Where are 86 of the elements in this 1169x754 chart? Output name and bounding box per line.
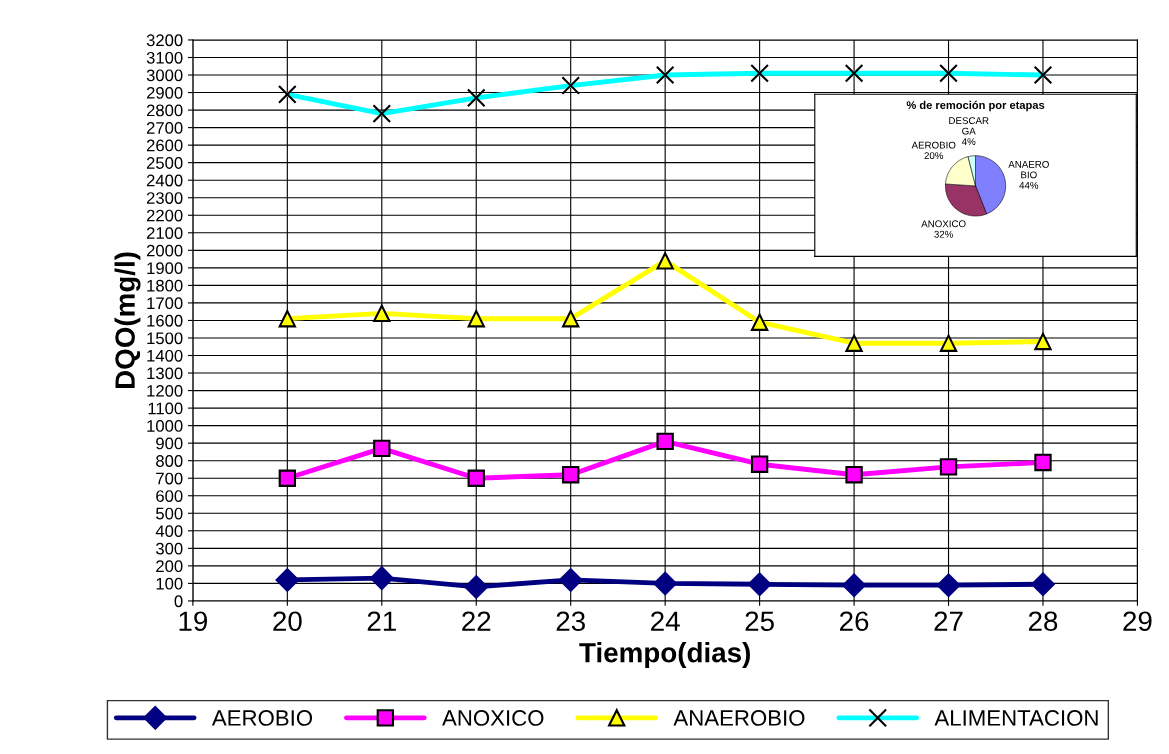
point — [373, 304, 391, 323]
y-tick-label: 2200 — [146, 209, 183, 222]
point — [467, 310, 485, 328]
point — [464, 575, 489, 599]
y-tick-label: 1200 — [147, 384, 183, 397]
slice-label: AEROBIO — [911, 141, 956, 149]
y-tick-label: 600 — [156, 490, 183, 502]
y-tick-label: 2000 — [146, 244, 183, 257]
y-tick-label: 2800 — [146, 104, 183, 117]
x-tick-label: 21 — [367, 611, 396, 631]
point — [1034, 453, 1052, 472]
y-tick-label: 2900 — [146, 86, 183, 99]
y-tick-label: 500 — [156, 507, 183, 520]
point — [562, 310, 580, 328]
y-tick-label: 900 — [156, 437, 183, 450]
point — [747, 572, 772, 597]
y-tick-label: 2300 — [146, 192, 183, 204]
y-tick-label: 700 — [156, 472, 183, 485]
y-tick-label: 1600 — [147, 314, 183, 327]
x-tick-label: 27 — [934, 611, 963, 631]
slice-label: ANAERO BIO — [1008, 160, 1049, 179]
point — [1034, 332, 1052, 351]
point — [653, 571, 677, 596]
data-label: 32% — [934, 230, 954, 238]
legend-label: ANAEROBIO — [673, 710, 805, 726]
point — [278, 469, 297, 487]
point — [373, 439, 391, 458]
y-tick-label: 1100 — [148, 402, 183, 415]
x-tick-label: 26 — [840, 611, 869, 632]
point — [656, 432, 674, 451]
chart-title: % de remoción por etapas — [906, 100, 1045, 112]
y-tick-label: 300 — [155, 542, 183, 555]
x-tick-label: 29 — [1123, 611, 1152, 632]
y-tick-label: 200 — [156, 560, 183, 573]
y-tick-label: 1800 — [147, 279, 183, 292]
y-tick-label: 100 — [156, 577, 183, 590]
legend-label: AEROBIO — [211, 710, 313, 726]
point — [1031, 572, 1055, 597]
x-tick-label: 22 — [462, 611, 491, 631]
y-tick-label: 2700 — [146, 122, 183, 134]
point — [936, 573, 961, 597]
y-tick-label: 1500 — [147, 332, 183, 345]
y-tick-label: 1400 — [147, 349, 183, 362]
point — [939, 334, 958, 352]
data-label: 20% — [924, 152, 944, 160]
point — [275, 568, 300, 592]
x-tick-label: 19 — [179, 611, 208, 632]
point — [939, 458, 958, 476]
y-tick-label: 1900 — [147, 262, 183, 275]
data-label: 4% — [961, 138, 976, 145]
y-tick-label: 1700 — [147, 297, 183, 310]
y-axis-title: DQO(mg/l) — [114, 252, 141, 389]
slice-label: DESCAR GA — [949, 117, 989, 135]
y-tick-label: 1300 — [147, 367, 183, 380]
legend-label: ANOXICO — [442, 710, 544, 726]
x-tick-label: 24 — [651, 611, 680, 631]
y-tick-label: 1000 — [147, 420, 183, 432]
point — [558, 568, 583, 592]
point — [656, 252, 674, 270]
y-tick-label: 2100 — [146, 227, 183, 239]
x-tick-label: 23 — [556, 611, 585, 632]
x-tick-label: 25 — [745, 611, 774, 632]
point — [369, 566, 394, 590]
y-tick-label: 2500 — [146, 157, 183, 169]
point — [750, 313, 769, 331]
point — [845, 466, 863, 484]
y-tick-label: 400 — [155, 525, 183, 538]
y-tick-label: 3000 — [146, 69, 183, 82]
point — [562, 466, 580, 484]
point — [845, 334, 863, 352]
y-tick-label: 2600 — [146, 139, 183, 152]
x-axis-title: Tiempo(dias) — [579, 642, 750, 668]
point — [842, 573, 866, 597]
point — [750, 455, 769, 473]
point — [467, 469, 485, 487]
y-tick-label: 2400 — [146, 174, 183, 187]
x-tick-label: 20 — [273, 611, 302, 632]
slice-label: ANOXICO — [921, 220, 966, 228]
y-tick-label: 3100 — [146, 51, 183, 64]
legend-label: ALIMENTACION — [934, 710, 1098, 726]
y-tick-label: 0 — [174, 595, 183, 608]
point — [278, 310, 297, 328]
y-tick-label: 800 — [156, 455, 183, 467]
data-label: 44% — [1019, 181, 1039, 189]
x-tick-label: 28 — [1028, 611, 1058, 632]
y-tick-label: 3200 — [146, 34, 183, 47]
